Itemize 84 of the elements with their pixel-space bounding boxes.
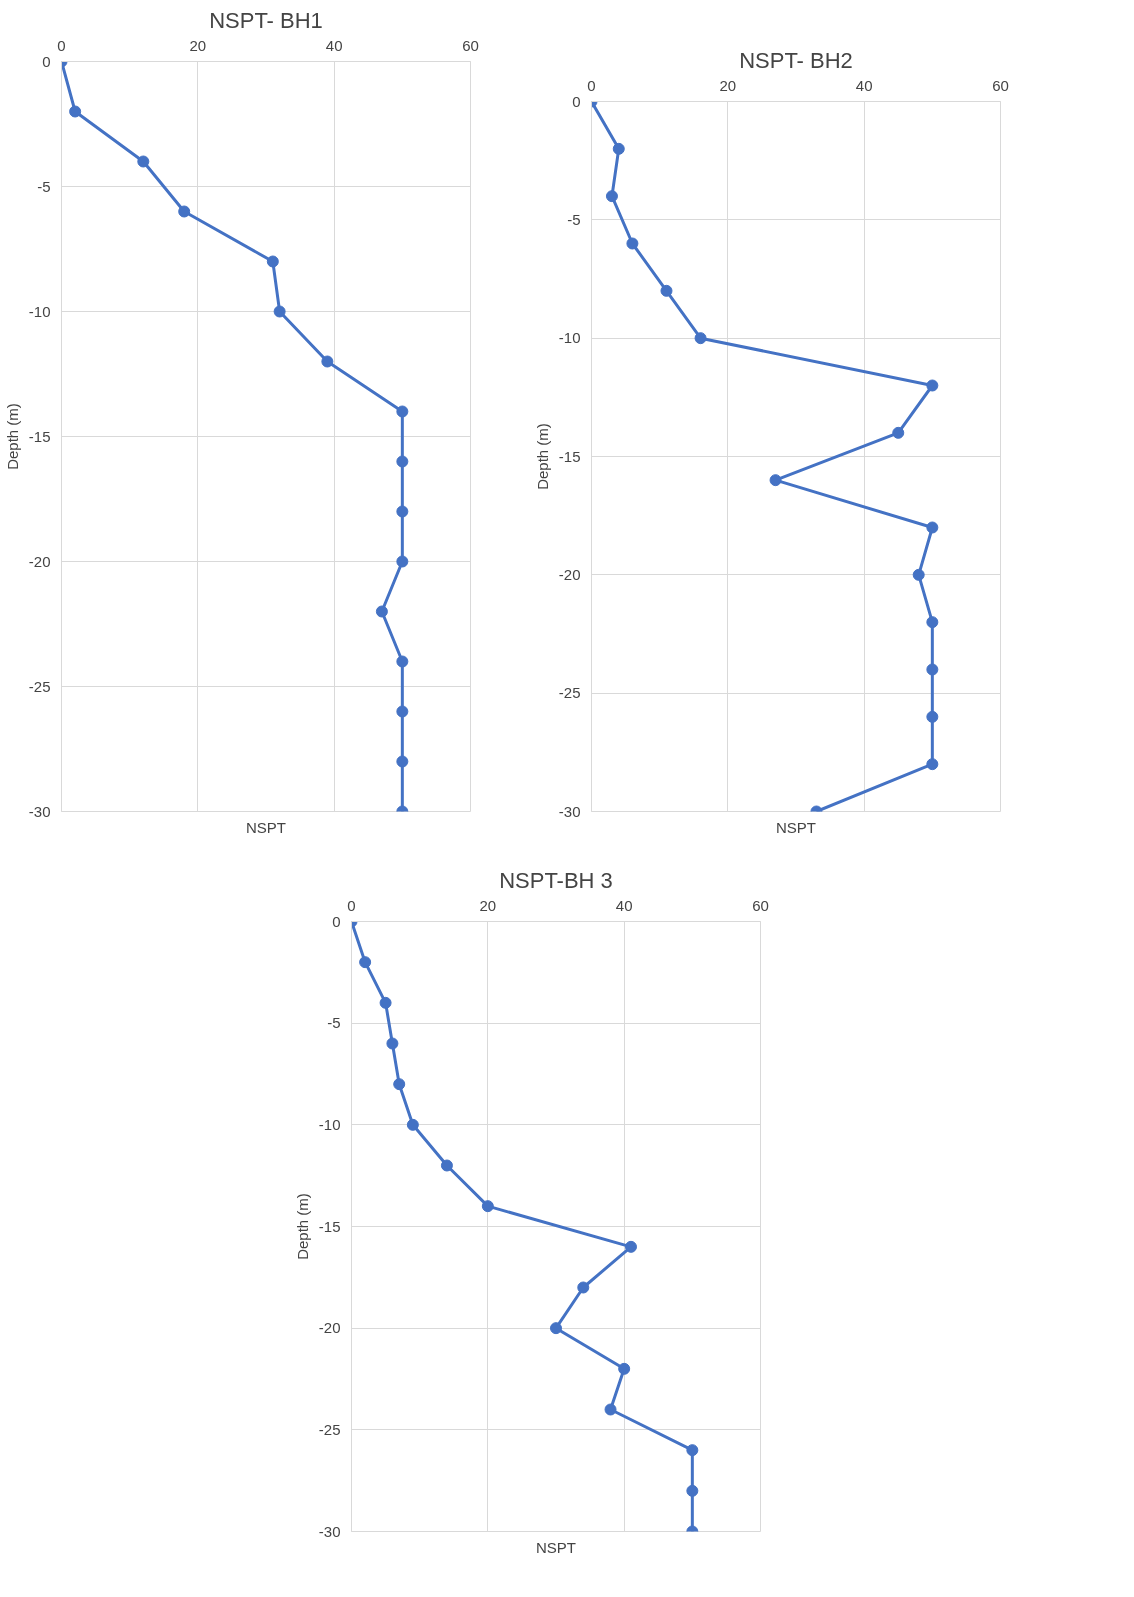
x-axis-title: NSPT — [776, 818, 817, 836]
point — [396, 705, 409, 718]
point — [686, 1484, 699, 1497]
y-axis-title: Depth (m) — [533, 423, 551, 490]
point — [137, 155, 150, 168]
x-tick-label: 60 — [992, 76, 1009, 94]
point — [912, 568, 925, 581]
y-axis-title: Depth (m) — [3, 403, 21, 470]
y-tick-label: -20 — [558, 565, 581, 583]
point — [393, 1078, 406, 1091]
point — [273, 305, 286, 318]
point — [892, 426, 905, 439]
point — [396, 755, 409, 768]
y-axis-title: Depth (m) — [293, 1193, 311, 1260]
point — [926, 758, 939, 771]
x-axis-title: NSPT — [246, 818, 287, 836]
point — [769, 474, 782, 487]
y-tick-label: -25 — [318, 1420, 341, 1438]
y-tick-label: -5 — [567, 210, 581, 228]
y-tick-label: -5 — [37, 177, 51, 195]
x-tick-label: 60 — [462, 36, 479, 54]
y-tick-label: 0 — [332, 912, 341, 930]
y-tick-label: -10 — [558, 329, 581, 347]
point — [604, 1403, 617, 1416]
point — [396, 655, 409, 668]
y-tick-label: -15 — [318, 1217, 341, 1235]
y-tick-label: -30 — [318, 1522, 341, 1540]
point — [406, 1118, 419, 1131]
y-tick-label: -10 — [318, 1115, 341, 1133]
y-tick-label: -15 — [558, 447, 581, 465]
x-tick-label: 40 — [325, 36, 343, 54]
x-tick-label: 20 — [189, 36, 207, 54]
point — [926, 710, 939, 723]
point — [375, 605, 388, 618]
y-tick-label: 0 — [572, 92, 581, 110]
y-tick-label: 0 — [42, 52, 51, 70]
point — [321, 355, 334, 368]
point — [266, 255, 279, 268]
x-axis-title: NSPT — [536, 1538, 577, 1556]
point — [624, 1240, 637, 1253]
point — [926, 663, 939, 676]
y-tick-label: -10 — [28, 302, 51, 320]
point — [660, 284, 673, 297]
x-tick-label: 40 — [855, 76, 873, 94]
point — [396, 405, 409, 418]
point — [379, 996, 392, 1009]
point — [694, 332, 707, 345]
point — [626, 237, 639, 250]
point — [481, 1200, 494, 1213]
point — [550, 1322, 562, 1335]
x-tick-label: 20 — [719, 76, 737, 94]
chart-title: NSPT-BH 3 — [499, 867, 613, 893]
point — [926, 521, 939, 534]
chart-title: NSPT- BH2 — [739, 47, 853, 73]
point — [396, 455, 409, 468]
point — [577, 1281, 590, 1294]
point — [396, 505, 409, 518]
point — [359, 956, 372, 969]
y-tick-label: -25 — [28, 677, 51, 695]
y-tick-label: -5 — [327, 1014, 341, 1032]
point — [386, 1037, 399, 1050]
y-tick-label: -30 — [28, 802, 51, 820]
y-tick-label: -15 — [28, 427, 51, 445]
y-tick-label: -30 — [558, 802, 581, 820]
y-tick-label: -20 — [28, 552, 51, 570]
point — [440, 1159, 453, 1172]
x-tick-label: 0 — [57, 36, 66, 54]
chart-title: NSPT- BH1 — [209, 7, 323, 33]
y-tick-label: -20 — [318, 1319, 341, 1337]
point — [926, 379, 939, 392]
x-tick-label: 20 — [479, 896, 497, 914]
x-tick-label: 40 — [615, 896, 633, 914]
x-tick-label: 0 — [587, 76, 596, 94]
x-tick-label: 0 — [347, 896, 356, 914]
point — [396, 555, 409, 568]
point — [612, 142, 625, 155]
point — [686, 1444, 699, 1457]
x-tick-label: 60 — [752, 896, 769, 914]
y-tick-label: -25 — [558, 684, 581, 702]
point — [605, 190, 618, 203]
point — [926, 616, 939, 629]
point — [69, 105, 82, 118]
point — [178, 205, 191, 218]
point — [618, 1362, 631, 1375]
